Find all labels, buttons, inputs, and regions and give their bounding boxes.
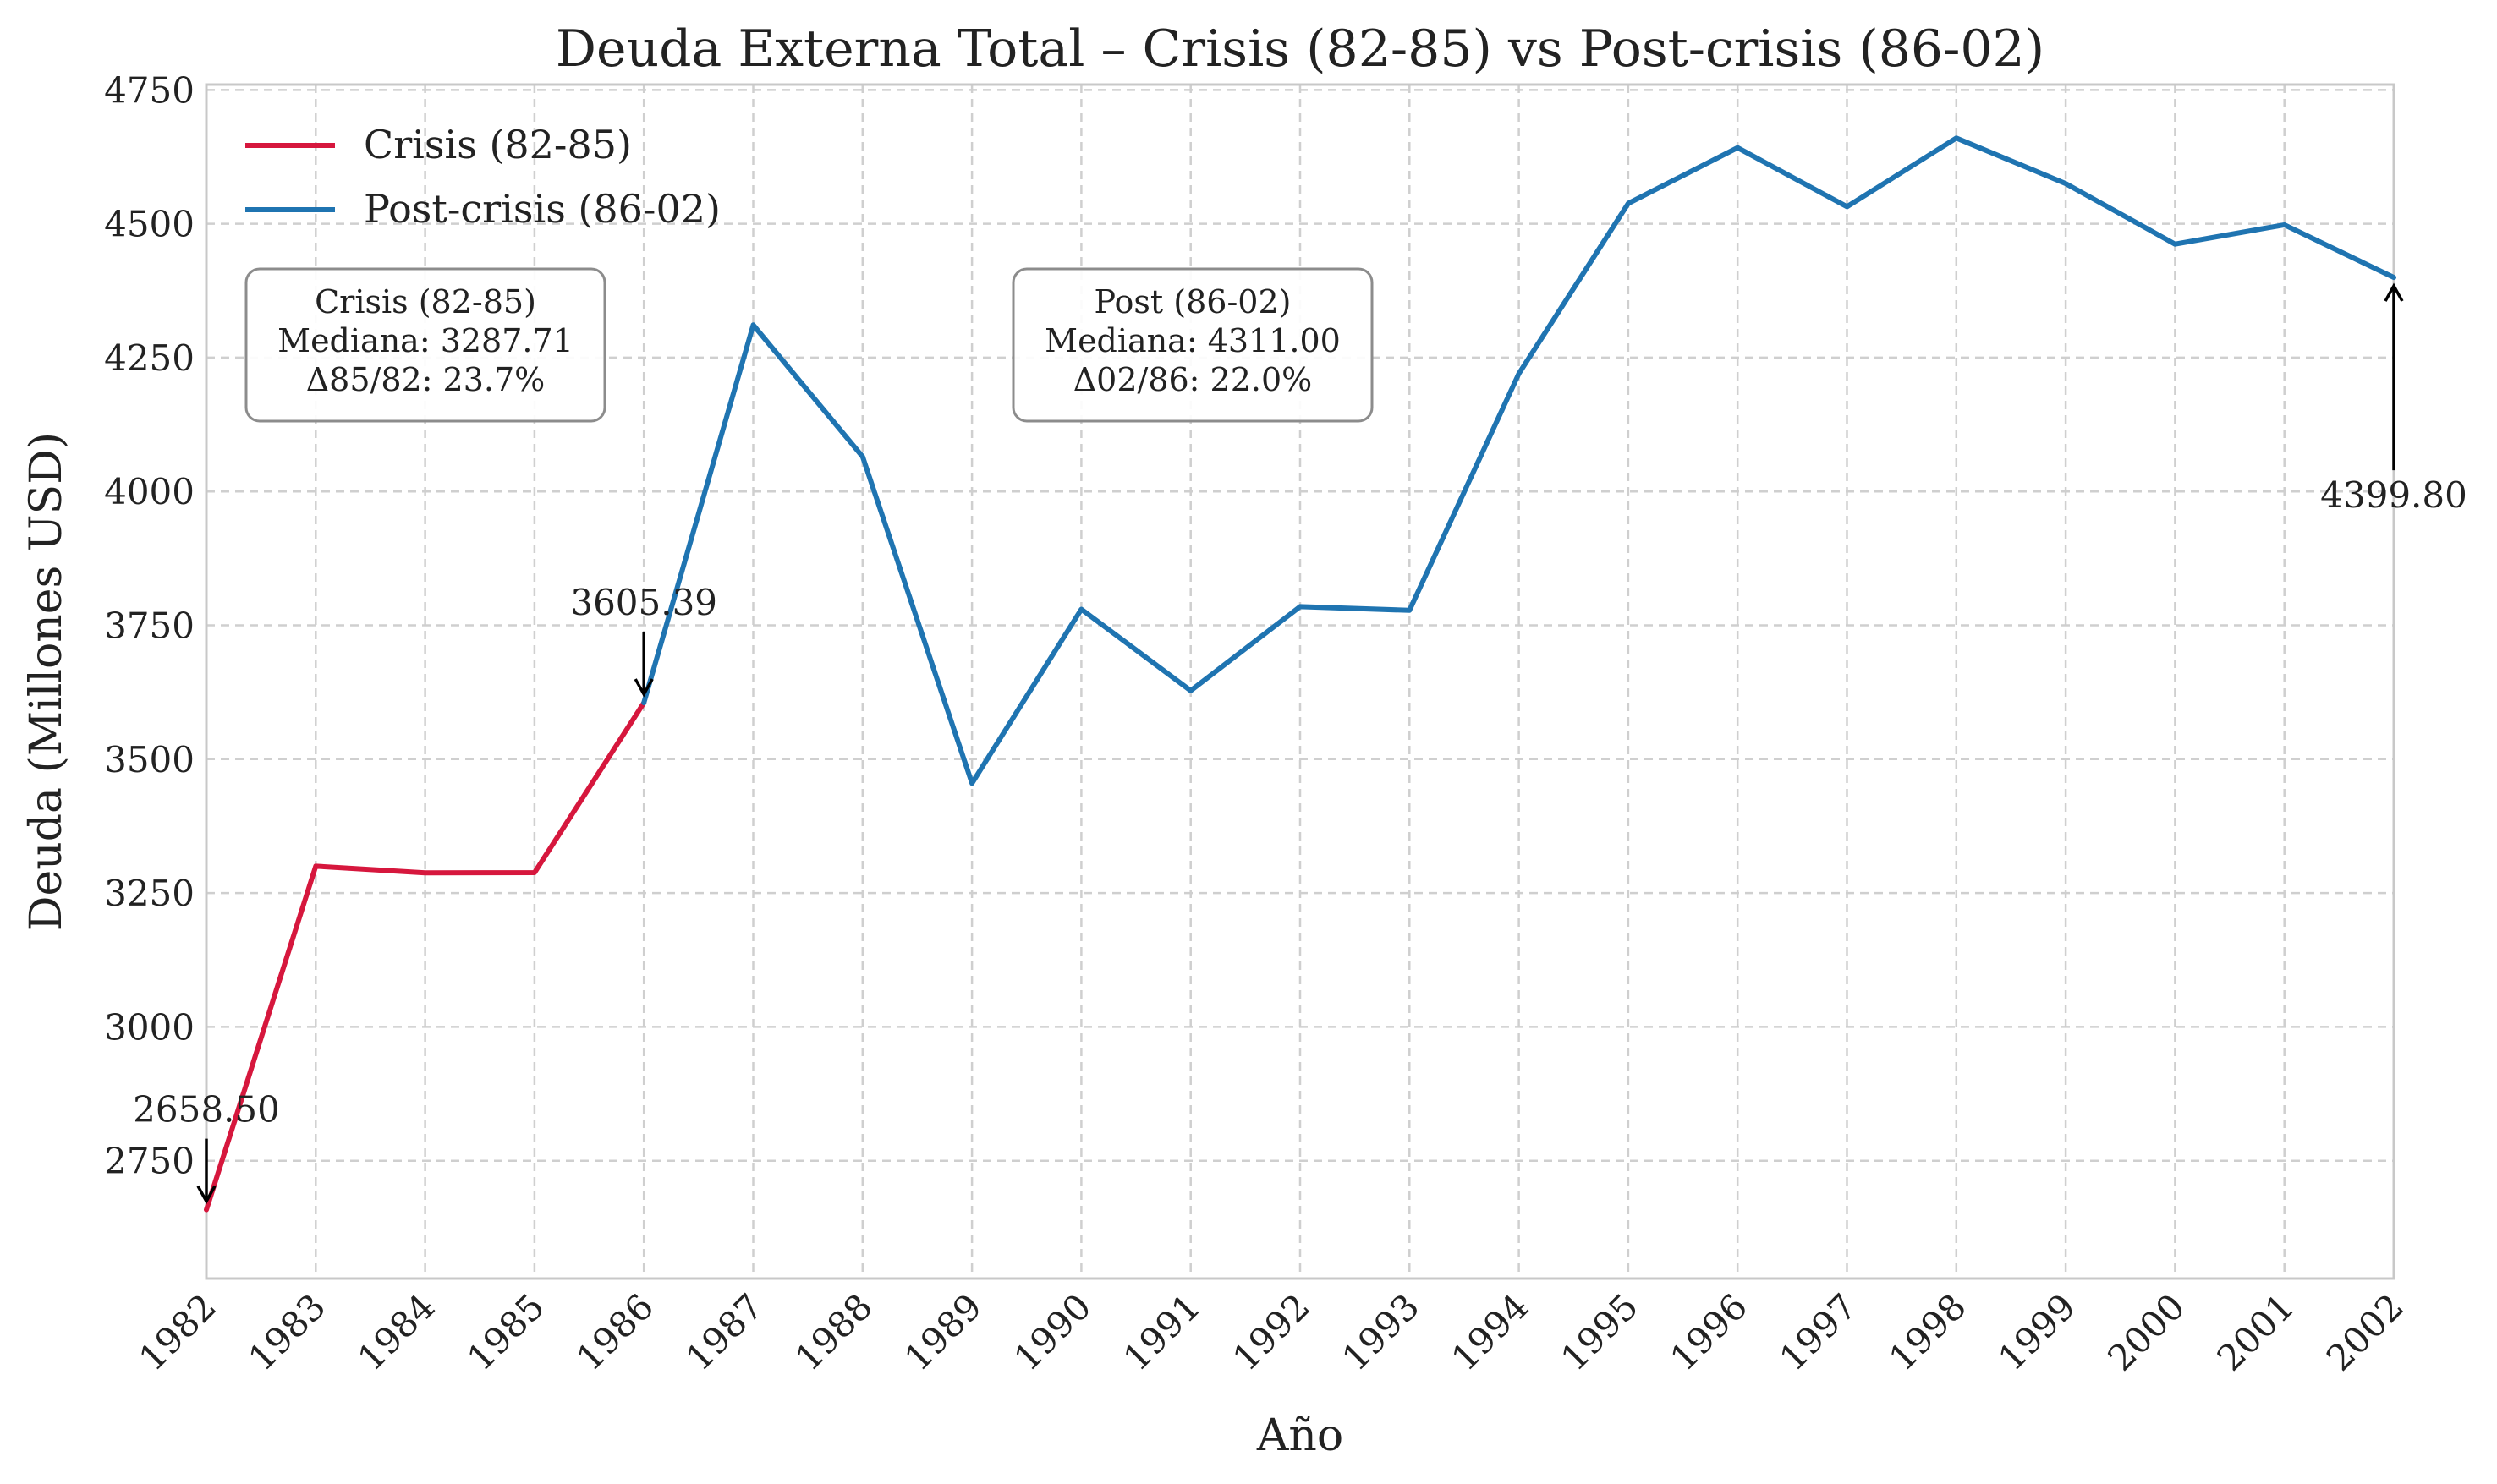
- stat-box-line: Crisis (82-85): [315, 283, 536, 320]
- annotation-label: 3605.39: [570, 582, 717, 623]
- y-tick-label: 2750: [104, 1141, 195, 1182]
- y-tick-label: 4500: [104, 204, 195, 245]
- stat-box-line: Δ85/82: 23.7%: [306, 361, 546, 398]
- y-tick-label: 3000: [104, 1006, 195, 1048]
- series-line: [641, 135, 2396, 786]
- y-axis-label: Deuda (Millones USD): [21, 432, 72, 931]
- y-tick-label: 3750: [104, 605, 195, 647]
- annotation-arrowhead: [2384, 282, 2404, 302]
- x-axis-label: Año: [1256, 1410, 1343, 1461]
- stat-box-line: Mediana: 3287.71: [277, 322, 573, 359]
- legend: Crisis (82-85) Post-crisis (86-02): [245, 122, 721, 232]
- series-lines: [204, 135, 2396, 1213]
- annotation-label: 2658.50: [133, 1089, 280, 1131]
- y-axis-ticks: 2750 3000 3250 3500 3750 4000 4250 4500 4750: [104, 69, 195, 1181]
- y-tick-label: 4000: [104, 471, 195, 512]
- plot-frame: [205, 83, 2395, 1280]
- annotation-label: 4399.80: [2320, 474, 2467, 516]
- annotation-arrowhead: [196, 1185, 217, 1205]
- stat-box-line: Δ02/86: 22.0%: [1073, 361, 1313, 398]
- stat-box: [1012, 267, 1374, 423]
- y-tick-label: 4250: [104, 337, 195, 379]
- legend-label: Crisis (82-85): [364, 122, 632, 167]
- annotations: 2658.50 3605.39 4399.80: [133, 282, 2467, 1205]
- legend-label: Post-crisis (86-02): [364, 186, 721, 232]
- stat-box: [244, 267, 606, 423]
- stat-box-line: Mediana: 4311.00: [1045, 322, 1341, 359]
- annotation-arrowhead: [634, 678, 654, 698]
- y-tick-label: 3250: [104, 873, 195, 914]
- stat-box-line: Post (86-02): [1095, 283, 1292, 320]
- y-tick-label: 4750: [104, 69, 195, 111]
- series-line: [204, 700, 647, 1213]
- y-tick-label: 3500: [104, 739, 195, 780]
- chart-title: Deuda Externa Total – Crisis (82-85) vs …: [556, 19, 2044, 79]
